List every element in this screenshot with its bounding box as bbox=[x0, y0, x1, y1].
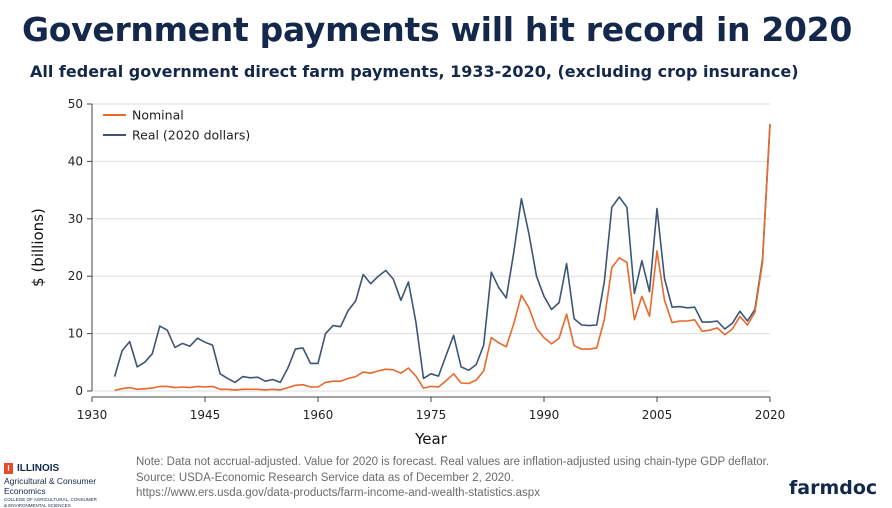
page-title: Government payments will hit record in 2… bbox=[22, 10, 852, 49]
illinois-dept: Agricultural & Consumer Economics bbox=[4, 476, 97, 496]
chart-source-url: https://www.ers.usda.gov/data-products/f… bbox=[136, 487, 540, 499]
y-tick-label: 10 bbox=[68, 327, 83, 341]
farmdoc-logo: farmdoc bbox=[789, 477, 878, 499]
x-tick-label: 1975 bbox=[416, 408, 447, 422]
x-tick-label: 1990 bbox=[529, 408, 560, 422]
legend-label-real: Real (2020 dollars) bbox=[132, 128, 250, 143]
x-tick-label: 1945 bbox=[190, 408, 221, 422]
x-tick-label: 1930 bbox=[77, 408, 108, 422]
y-tick-label: 0 bbox=[75, 384, 83, 398]
chart-note: Note: Data not accrual-adjusted. Value f… bbox=[136, 456, 770, 468]
x-tick-label: 2005 bbox=[642, 408, 673, 422]
y-axis-title: $ (billions) bbox=[29, 208, 47, 287]
page-subtitle: All federal government direct farm payme… bbox=[30, 62, 799, 81]
illinois-logo: I ILLINOIS Agricultural & Consumer Econo… bbox=[4, 463, 134, 508]
legend-label-nominal: Nominal bbox=[132, 108, 184, 123]
y-tick-label: 50 bbox=[68, 97, 83, 111]
x-tick-label: 2020 bbox=[755, 408, 786, 422]
y-tick-label: 40 bbox=[68, 154, 83, 168]
x-tick-label: 1960 bbox=[303, 408, 334, 422]
line-chart: 0 10 20 30 40 50 1930 1945 1960 1975 1990 2005 2020 Y… bbox=[29, 97, 786, 448]
y-tick-label: 30 bbox=[68, 212, 83, 226]
series-line-nominal bbox=[114, 124, 771, 392]
y-tick-label: 20 bbox=[68, 269, 83, 283]
chart-source: Source: USDA-Economic Research Service d… bbox=[136, 472, 514, 484]
series-line-real bbox=[113, 124, 771, 384]
illinois-block-i-icon: I bbox=[4, 463, 13, 474]
illinois-name: ILLINOIS bbox=[17, 463, 60, 474]
x-axis-title: Year bbox=[414, 430, 448, 448]
illinois-college-line-2: & ENVIRONMENTAL SCIENCES bbox=[4, 503, 71, 508]
